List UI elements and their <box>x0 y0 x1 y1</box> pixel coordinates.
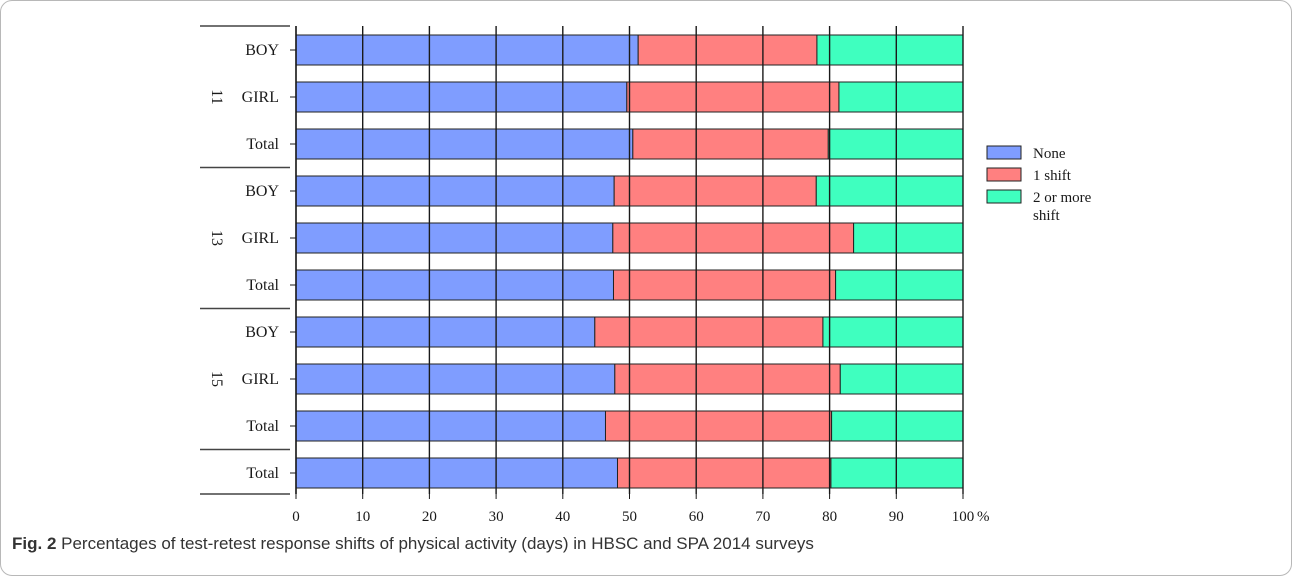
bar-1-row-4 <box>295 175 615 207</box>
bar-2-row-7 <box>594 316 824 348</box>
x-tick-label-80: 80 <box>822 509 837 525</box>
legend-swatch-2 <box>986 167 1022 182</box>
bar-1-row-1 <box>295 34 639 66</box>
x-tick-label-40: 40 <box>555 509 570 525</box>
bar-2-row-2 <box>626 81 840 113</box>
bar-2-row-1 <box>637 34 818 66</box>
x-tick-label-10: 10 <box>355 509 370 525</box>
y-row-label-8: GIRL <box>242 371 279 388</box>
x-tick-label-60: 60 <box>689 509 704 525</box>
x-tick-label-50: 50 <box>622 509 637 525</box>
bar-3-row-5 <box>853 222 964 254</box>
bar-1-row-10 <box>295 457 618 489</box>
bar-3-row-9 <box>831 410 964 442</box>
y-row-label-9: Total <box>246 418 279 435</box>
bar-1-row-2 <box>295 81 628 113</box>
x-tick-label-30: 30 <box>489 509 504 525</box>
bar-1-row-6 <box>295 269 614 301</box>
bar-2-row-3 <box>632 128 829 160</box>
x-axis-unit: % <box>977 509 990 525</box>
bar-2-row-10 <box>616 457 832 489</box>
y-row-label-2: GIRL <box>242 89 279 106</box>
legend-swatch-1 <box>986 145 1022 160</box>
x-tick-label-20: 20 <box>422 509 437 525</box>
y-row-label-5: GIRL <box>242 230 279 247</box>
y-row-label-10: Total <box>246 465 279 482</box>
bar-3-row-2 <box>838 81 964 113</box>
bar-3-row-7 <box>822 316 964 348</box>
x-tick-label-0: 0 <box>292 509 300 525</box>
y-group-label-11: 11 <box>208 89 225 104</box>
y-row-label-3: Total <box>246 136 279 153</box>
figure-caption: Fig. 2 Percentages of test-retest respon… <box>12 534 1272 554</box>
bar-1-row-7 <box>295 316 596 348</box>
legend-label-1: None <box>1033 146 1066 162</box>
bar-3-row-8 <box>839 363 964 395</box>
bar-2-row-9 <box>604 410 833 442</box>
y-group-label-15: 15 <box>208 371 225 387</box>
legend-label-2: 1 shift <box>1033 168 1072 184</box>
bar-2-row-6 <box>612 269 837 301</box>
bar-2-row-4 <box>613 175 817 207</box>
legend-label-3: 2 or more shift <box>1033 190 1092 224</box>
bar-1-row-5 <box>295 222 614 254</box>
y-row-label-1: BOY <box>245 42 279 59</box>
caption-text: Percentages of test-retest response shif… <box>61 534 814 553</box>
x-tick-label-90: 90 <box>889 509 904 525</box>
bar-1-row-3 <box>295 128 634 160</box>
bar-2-row-8 <box>614 363 841 395</box>
bar-1-row-9 <box>295 410 606 442</box>
bar-3-row-1 <box>816 34 964 66</box>
x-tick-label-100: 100 <box>952 509 975 525</box>
y-row-label-4: BOY <box>245 183 279 200</box>
stacked-bar-chart: 0 10 20 30 40 50 60 70 80 90 100 % BOY GIRL Total 11 BOY… <box>200 25 1092 525</box>
y-row-label-6: Total <box>246 277 279 294</box>
bar-1-row-8 <box>295 363 616 395</box>
bar-3-row-4 <box>815 175 964 207</box>
y-group-label-13: 13 <box>208 230 225 246</box>
legend-swatch-3 <box>986 189 1022 204</box>
x-tick-label-70: 70 <box>755 509 770 525</box>
bar-2-row-5 <box>612 222 855 254</box>
y-row-label-7: BOY <box>245 324 279 341</box>
caption-label: Fig. 2 <box>12 534 57 553</box>
bar-3-row-6 <box>835 269 964 301</box>
